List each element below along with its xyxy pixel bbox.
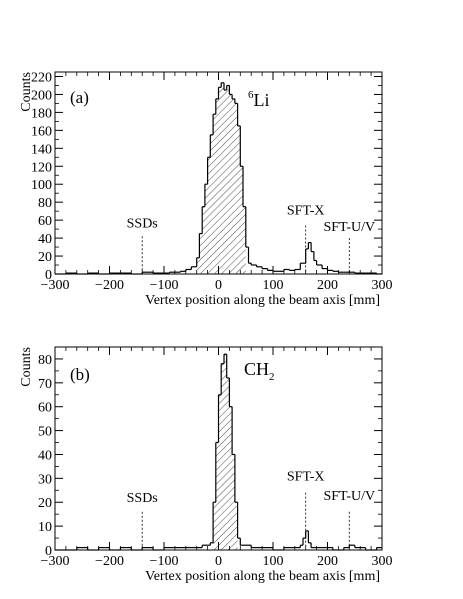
annotations-b: SSDs SFT-X SFT-U/V [127,470,375,548]
y-axis-label-b: Counts [19,347,34,387]
x-axis-label-b: Vertex position along the beam axis [mm] [145,569,380,584]
histogram-hatched-fill-b [213,354,238,550]
y-tick-label-a: 140 [31,142,52,157]
y-tick-label-b: 60 [38,401,52,416]
x-tick-label-b: −200 [95,554,124,569]
x-axis-ticks-b: −300 −200 −100 0 100 200 300 [41,347,393,569]
x-tick-label-b: 0 [215,554,222,569]
y-tick-label-b: 80 [38,353,52,368]
x-tick-label-a: 100 [263,278,284,293]
histogram-hatched-fill-a [196,82,246,274]
x-tick-label-a: −200 [95,278,124,293]
x-tick-label-b: 300 [372,554,393,569]
y-tick-label-b: 70 [38,377,52,392]
panel-a: −300 −200 −100 0 100 200 300 0 20 40 60 80 100 120 14… [19,70,393,308]
y-axis-ticks-a: 0 20 40 60 80 100 120 140 160 180 200 220 [31,70,382,283]
y-tick-label-a: 180 [31,106,52,121]
x-tick-label-a: −100 [150,278,179,293]
annotation-label-b: SSDs [127,491,158,506]
y-tick-label-a: 100 [31,178,52,193]
y-axis-ticks-b: 0 10 20 30 40 50 60 70 80 [38,346,382,559]
x-tick-label-a: 0 [215,278,222,293]
target-label-a-base: Li [254,90,270,110]
panel-label-a: (a) [70,88,89,107]
y-tick-label-a: 40 [38,232,52,247]
annotation-label-b: SFT-U/V [323,489,375,504]
x-axis-ticks-a: −300 −200 −100 0 100 200 300 [41,72,393,293]
annotation-label-a: SSDs [127,216,158,231]
annotation-label-b: SFT-X [287,470,325,485]
x-tick-label-b: 200 [317,554,338,569]
x-tick-label-b: 100 [263,554,284,569]
panel-label-b: (b) [70,365,90,384]
y-axis-label-a: Counts [19,72,34,112]
y-tick-label-a: 20 [38,250,52,265]
x-axis-label-a: Vertex position along the beam axis [mm] [145,293,380,308]
y-tick-label-a: 220 [31,70,52,85]
x-tick-label-a: −300 [41,278,70,293]
target-label-b: CH2 [244,359,275,383]
target-label-a-superscript: 6 [248,89,254,101]
y-tick-label-a: 120 [31,160,52,175]
panel-b: −300 −200 −100 0 100 200 300 0 10 20 30 40 50 60 70 80… [19,346,393,584]
histogram-b [55,353,382,551]
y-tick-label-a: 60 [38,214,52,229]
y-tick-label-a: 160 [31,124,52,139]
x-tick-label-a: 200 [317,278,338,293]
y-tick-label-b: 40 [38,448,52,463]
target-label-b-subscript: 2 [269,371,275,383]
y-tick-label-b: 20 [38,496,52,511]
target-label-a: 6Li [248,89,270,110]
y-tick-label-b: 30 [38,472,52,487]
y-tick-label-a: 0 [45,268,52,283]
y-tick-label-b: 50 [38,425,52,440]
target-label-b-base: CH [244,359,269,379]
histogram-a [55,82,382,275]
annotation-label-a: SFT-U/V [323,220,375,235]
x-tick-label-b: −100 [150,554,179,569]
y-tick-label-a: 80 [38,196,52,211]
y-tick-label-a: 200 [31,88,52,103]
annotation-label-a: SFT-X [287,204,325,219]
y-tick-label-b: 10 [38,520,52,535]
x-tick-label-a: 300 [372,278,393,293]
x-tick-label-b: −300 [41,554,70,569]
y-tick-label-b: 0 [45,544,52,559]
